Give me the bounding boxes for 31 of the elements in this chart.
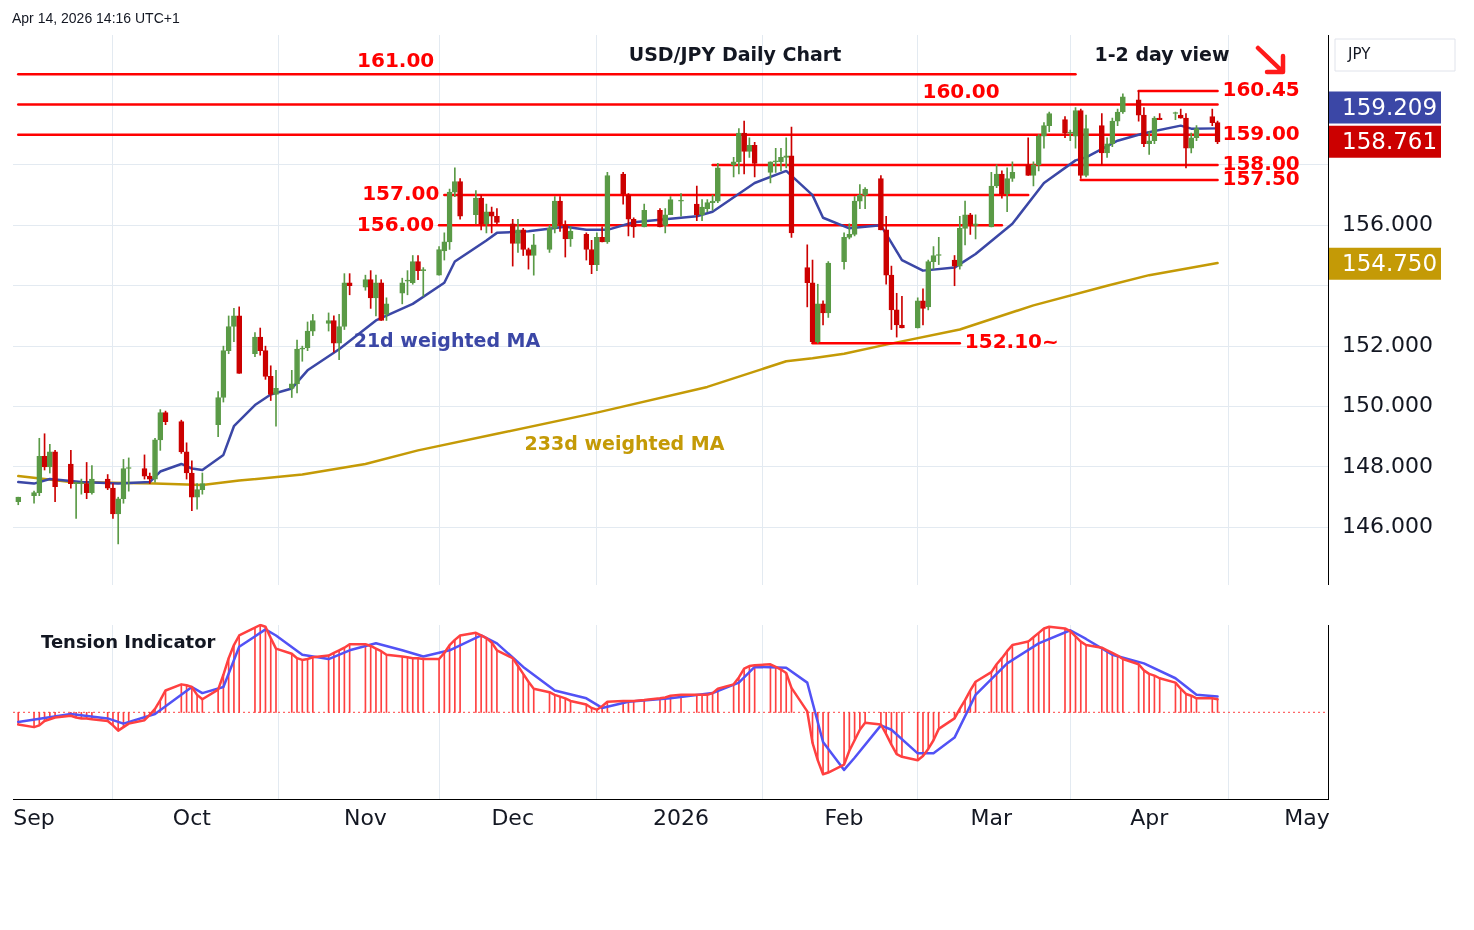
x-tick-label: May (1284, 804, 1330, 830)
chart-title: USD/JPY Daily Chart (628, 43, 842, 66)
y-axis-title: JPY (1347, 44, 1372, 63)
series-label: 152.10~ (964, 329, 1059, 354)
x-tick-label: Apr (1130, 804, 1170, 830)
series-label: 21d weighted MA (353, 328, 541, 351)
x-tick-label: Sep (13, 804, 55, 830)
series-label: 233d weighted MA (524, 431, 725, 454)
x-tick-label: 2026 (653, 804, 710, 830)
x-tick-label: Dec (491, 804, 534, 830)
text: Apr 14, 2026 14:16 UTC+1 (12, 10, 180, 27)
chart-subtitle: 1-2 day view (1094, 43, 1230, 66)
y-tick-label: 148.000 (1342, 452, 1433, 478)
series-label: 157.00 (362, 181, 440, 206)
text: 154.750 (1342, 249, 1438, 276)
series-label: 159.00 (1222, 120, 1300, 145)
y-tick-label: 152.000 (1342, 331, 1433, 357)
y-tick-label: 156.000 (1342, 211, 1433, 237)
chart-title: Tension Indicator (41, 631, 216, 653)
series-label: 161.00 (357, 48, 435, 73)
x-tick-label: Nov (343, 804, 387, 830)
y-tick-label: 146.000 (1342, 513, 1433, 539)
series-label: 160.00 (922, 78, 1000, 103)
series-label: 156.00 (356, 211, 435, 236)
x-tick-label: Mar (970, 804, 1014, 830)
x-tick-label: Feb (824, 804, 864, 830)
y-tick-label: 150.000 (1342, 392, 1433, 418)
text: 159.209 (1342, 93, 1438, 120)
x-tick-label: Oct (172, 804, 212, 830)
series-label: 160.45 (1222, 77, 1300, 102)
text: 158.761 (1342, 127, 1438, 154)
